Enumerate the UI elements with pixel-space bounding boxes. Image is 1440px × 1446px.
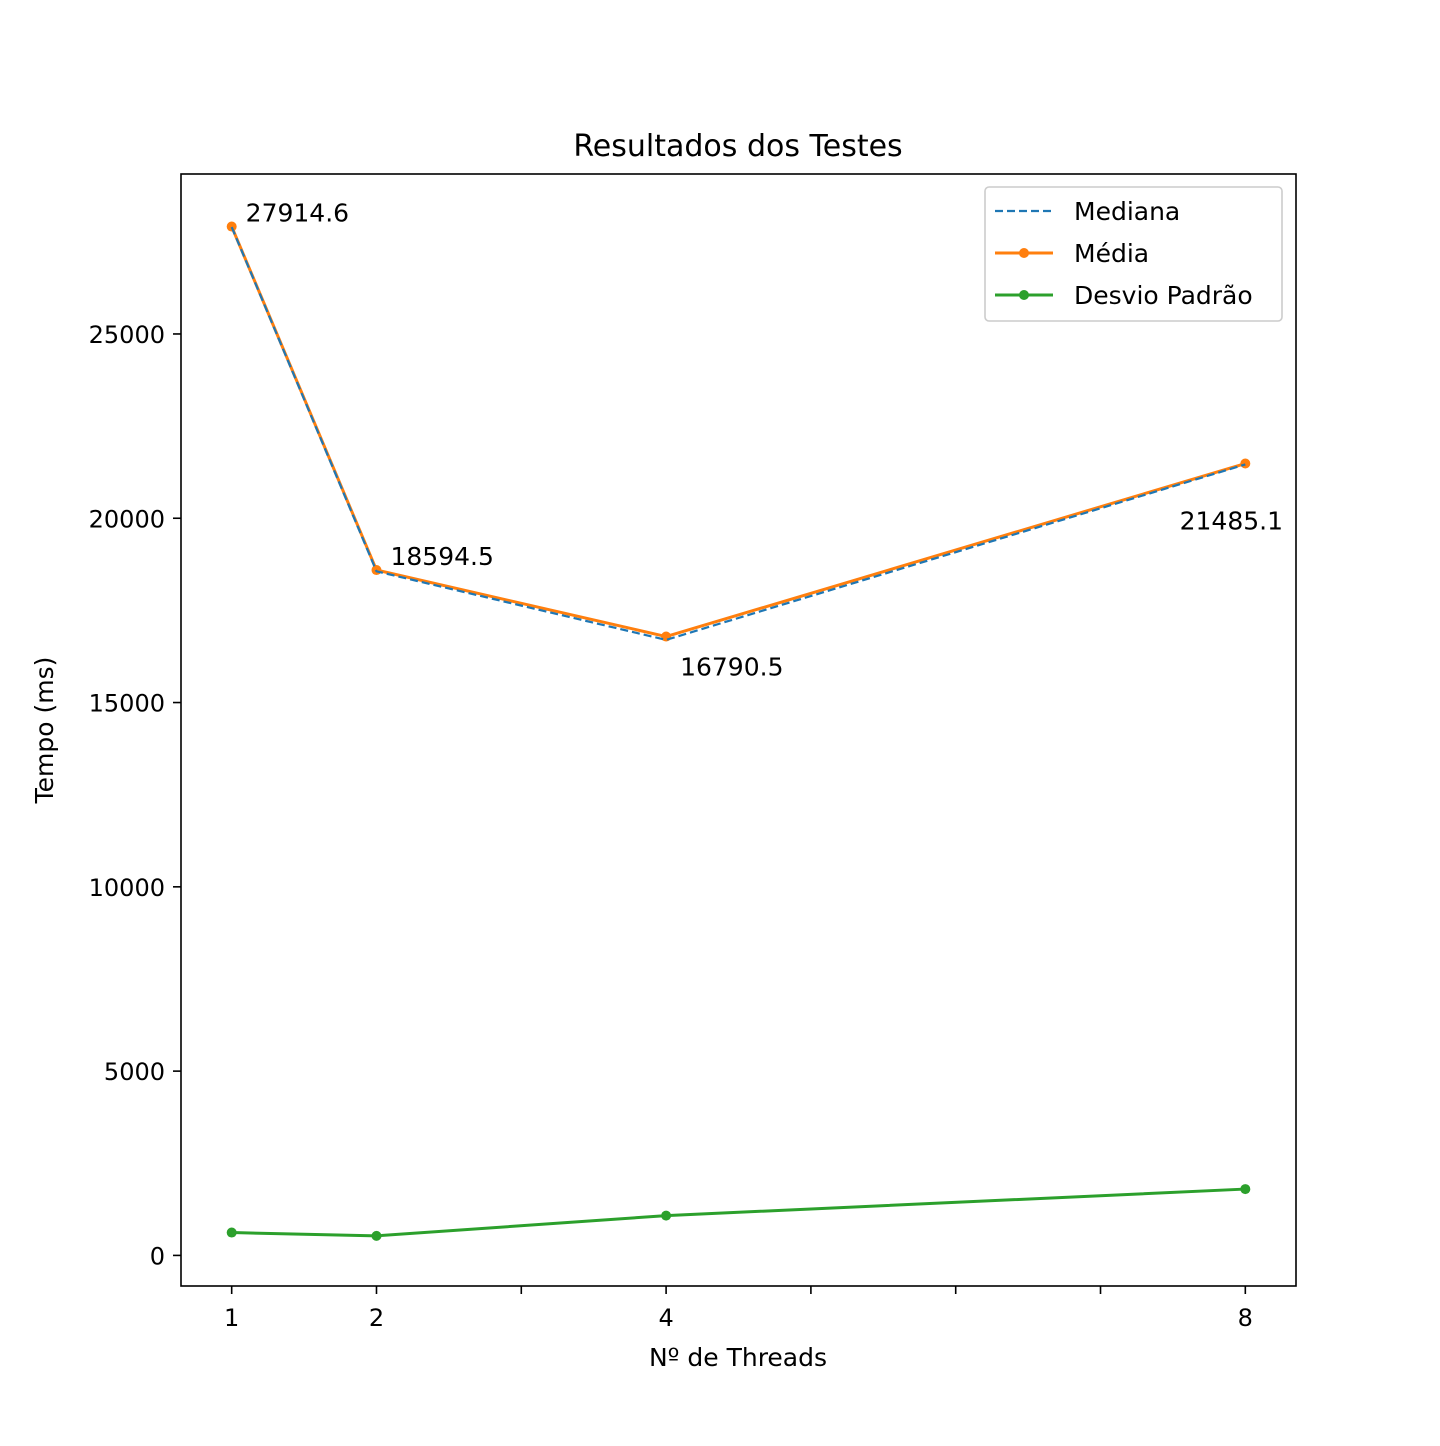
y-tick-label: 15000 — [89, 690, 165, 718]
x-tick-label: 2 — [369, 1304, 384, 1332]
x-tick-label: 1 — [224, 1304, 239, 1332]
series-layer — [226, 221, 1251, 1241]
y-tick-label: 5000 — [104, 1058, 165, 1086]
series-2-point — [661, 1210, 672, 1221]
series-2-point — [1240, 1184, 1251, 1195]
chart-title: Resultados dos Testes — [573, 129, 902, 164]
annotations: 27914.6 18594.5 16790.5 21485.1 — [246, 199, 1283, 682]
data-label: 16790.5 — [680, 653, 783, 682]
data-label: 27914.6 — [246, 199, 349, 228]
legend: Mediana Média Desvio Padrão — [984, 186, 1283, 322]
legend-box — [984, 186, 1283, 322]
data-label: 21485.1 — [1180, 507, 1283, 536]
x-tick-label: 8 — [1238, 1304, 1253, 1332]
series-1-point — [226, 221, 237, 232]
x-axis-label: Nº de Threads — [649, 1343, 827, 1372]
y-tick-label: 0 — [150, 1242, 165, 1270]
axis-ticks: 1 2 4 8 0 5000 10000 15000 20000 25000 — [89, 321, 1253, 1332]
legend-swatch-marker — [1019, 248, 1029, 258]
y-tick-label: 25000 — [89, 321, 165, 349]
legend-entry: Desvio Padrão — [1074, 281, 1253, 310]
legend-swatch-marker — [1019, 290, 1029, 300]
y-tick-label: 20000 — [89, 505, 165, 533]
y-axis-label: Tempo (ms) — [30, 657, 59, 805]
series-2-point — [226, 1227, 237, 1238]
y-tick-label: 10000 — [89, 874, 165, 902]
x-tick-label: 4 — [658, 1304, 673, 1332]
data-label: 18594.5 — [390, 542, 493, 571]
plot-frame — [180, 173, 1297, 1287]
series-line-0 — [230, 226, 1246, 641]
series-1-point — [1240, 458, 1251, 469]
legend-entry: Média — [1074, 239, 1149, 268]
series-2-point — [371, 1230, 382, 1241]
series-line-2 — [231, 1187, 1246, 1238]
legend-entry: Mediana — [1074, 197, 1180, 226]
